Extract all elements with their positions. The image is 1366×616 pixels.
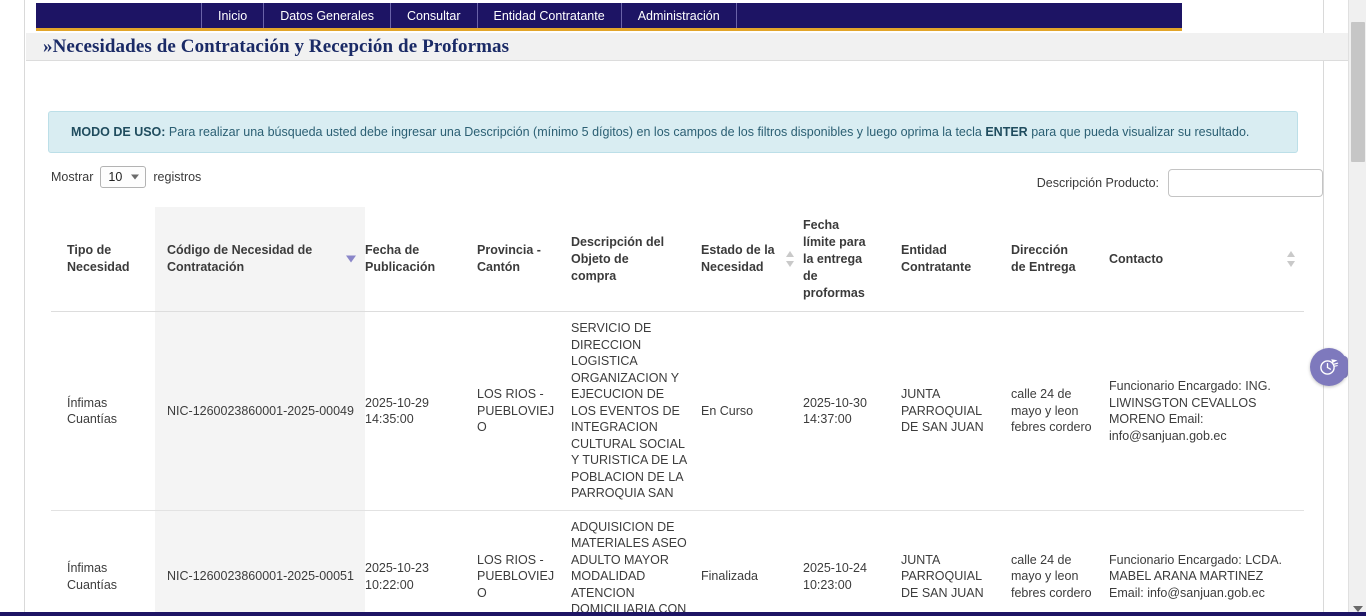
- column-header-descripcion-objeto[interactable]: Descripción del Objeto de compra: [571, 205, 701, 313]
- column-header-fecha-limite[interactable]: Fecha límite para la entrega de proforma…: [803, 205, 901, 313]
- cell-tipo-necesidad: Ínfimas Cuantías: [51, 311, 155, 511]
- main-navigation: Inicio Datos Generales Consultar Entidad…: [36, 3, 1182, 28]
- column-header-direccion-entrega-label: Dirección de Entrega: [1011, 243, 1076, 275]
- cell-codigo-necesidad: NIC-1260023860001-2025-00051: [155, 510, 365, 616]
- chevron-down-icon: [131, 174, 140, 180]
- table-body: Ínfimas Cuantías NIC-1260023860001-2025-…: [51, 311, 1304, 616]
- page-length-select[interactable]: 10: [100, 166, 147, 188]
- sort-both-icon: [1287, 251, 1295, 268]
- cell-direccion-entrega: calle 24 de mayo y leon febres cordero: [1011, 311, 1109, 511]
- column-header-entidad-contratante-label: Entidad Contratante: [901, 243, 972, 275]
- scroll-down-arrow-icon[interactable]: [1352, 606, 1363, 612]
- speed-clock-icon: [1320, 359, 1339, 375]
- nav-item-inicio[interactable]: Inicio: [201, 3, 263, 28]
- column-header-direccion-entrega[interactable]: Dirección de Entrega: [1011, 205, 1109, 313]
- column-header-codigo-necesidad-label: Código de Necesidad de Contratación: [167, 243, 313, 275]
- cell-codigo-necesidad: NIC-1260023860001-2025-00049: [155, 311, 365, 511]
- show-entries-control: Mostrar 10 registros: [51, 166, 201, 188]
- cell-entidad-contratante[interactable]: JUNTA PARROQUIAL DE SAN JUAN: [901, 311, 1011, 511]
- sort-descending-icon: [346, 255, 356, 263]
- sort-both-icon: [786, 251, 794, 268]
- nav-item-entidad-contratante[interactable]: Entidad Contratante: [476, 3, 621, 28]
- nav-item-consultar[interactable]: Consultar: [390, 3, 477, 28]
- show-entries-prefix: Mostrar: [51, 170, 94, 184]
- nav-item-datos-generales[interactable]: Datos Generales: [263, 3, 390, 28]
- column-header-contacto[interactable]: Contacto: [1109, 205, 1304, 313]
- cell-estado-necesidad: En Curso: [701, 311, 803, 511]
- usage-info-part1: Para realizar una búsqueda usted debe in…: [165, 124, 986, 139]
- table-header-row: Tipo de Necesidad Código de Necesidad de…: [51, 205, 1304, 313]
- column-header-codigo-necesidad[interactable]: Código de Necesidad de Contratación: [155, 205, 365, 313]
- left-gutter: [0, 0, 25, 616]
- table-row[interactable]: Ínfimas Cuantías NIC-1260023860001-2025-…: [51, 311, 1304, 511]
- column-header-provincia-canton-label: Provincia - Cantón: [477, 243, 541, 275]
- product-description-filter: Descripción Producto:: [1037, 169, 1323, 197]
- cell-fecha-publicacion: 2025-10-29 14:35:00: [365, 311, 477, 511]
- column-header-descripcion-objeto-label: Descripción del Objeto de compra: [571, 234, 665, 283]
- usage-info-text: MODO DE USO: Para realizar una búsqueda …: [71, 124, 1249, 140]
- column-header-provincia-canton[interactable]: Provincia - Cantón: [477, 205, 571, 313]
- usage-info-banner: MODO DE USO: Para realizar una búsqueda …: [48, 111, 1298, 153]
- right-gutter: [1323, 0, 1348, 616]
- cell-fecha-limite: 2025-10-24 10:23:00: [803, 510, 901, 616]
- page-title: »Necesidades de Contratación y Recepción…: [43, 35, 510, 57]
- scrollbar-thumb[interactable]: [1351, 22, 1365, 162]
- column-header-estado-necesidad[interactable]: Estado de la Necesidad: [701, 205, 803, 313]
- usage-info-part2: para que pueda visualizar su resultado.: [1027, 124, 1250, 139]
- results-table-wrapper: Tipo de Necesidad Código de Necesidad de…: [51, 205, 1304, 616]
- cell-direccion-entrega: calle 24 de mayo y leon febres cordero: [1011, 510, 1109, 616]
- cell-estado-necesidad: Finalizada: [701, 510, 803, 616]
- nav-accent-underline: [36, 28, 1182, 31]
- column-header-tipo-necesidad-label: Tipo de Necesidad: [67, 243, 130, 275]
- usage-info-lead: MODO DE USO:: [71, 124, 166, 139]
- floating-timer-widget[interactable]: [1310, 348, 1348, 386]
- column-header-estado-necesidad-label: Estado de la Necesidad: [701, 243, 775, 275]
- search-input[interactable]: [1168, 169, 1323, 197]
- cell-descripcion-objeto: ADQUISICION DE MATERIALES ASEO ADULTO MA…: [571, 510, 701, 616]
- show-entries-suffix: registros: [153, 170, 202, 184]
- page-length-value: 10: [108, 170, 123, 184]
- column-header-fecha-limite-label: Fecha límite para la entrega de proforma…: [803, 218, 866, 300]
- column-header-fecha-publicacion[interactable]: Fecha de Publicación: [365, 205, 477, 313]
- vertical-scrollbar[interactable]: [1348, 0, 1366, 616]
- content-panel: MODO DE USO: Para realizar una búsqueda …: [26, 61, 1323, 616]
- table-header: Tipo de Necesidad Código de Necesidad de…: [51, 205, 1304, 313]
- column-header-contacto-label: Contacto: [1109, 251, 1164, 266]
- filter-label: Descripción Producto:: [1036, 176, 1159, 190]
- usage-info-enter-key: ENTER: [985, 124, 1028, 139]
- cell-provincia-canton: LOS RIOS - PUEBLOVIEJO: [477, 311, 571, 511]
- table-row[interactable]: Ínfimas Cuantías NIC-1260023860001-2025-…: [51, 510, 1304, 616]
- nav-item-administracion[interactable]: Administración: [620, 3, 737, 28]
- cell-contacto: Funcionario Encargado: ING. LIWINSGTON C…: [1109, 311, 1304, 511]
- bottom-accent-bar: [0, 612, 1366, 616]
- cell-provincia-canton: LOS RIOS - PUEBLOVIEJO: [477, 510, 571, 616]
- column-header-entidad-contratante[interactable]: Entidad Contratante: [901, 205, 1011, 313]
- needs-results-table: Tipo de Necesidad Código de Necesidad de…: [51, 205, 1304, 616]
- column-header-fecha-publicacion-label: Fecha de Publicación: [365, 243, 436, 275]
- page-title-bar: »Necesidades de Contratación y Recepción…: [26, 33, 1348, 61]
- cell-tipo-necesidad: Ínfimas Cuantías: [51, 510, 155, 616]
- nav-spacer: [36, 3, 201, 28]
- column-header-tipo-necesidad[interactable]: Tipo de Necesidad: [51, 205, 155, 313]
- cell-fecha-limite: 2025-10-30 14:37:00: [803, 311, 901, 511]
- cell-fecha-publicacion: 2025-10-23 10:22:00: [365, 510, 477, 616]
- cell-contacto: Funcionario Encargado: LCDA. MABEL ARANA…: [1109, 510, 1304, 616]
- cell-entidad-contratante[interactable]: JUNTA PARROQUIAL DE SAN JUAN: [901, 510, 1011, 616]
- cell-descripcion-objeto: SERVICIO DE DIRECCION LOGISTICA ORGANIZA…: [571, 311, 701, 511]
